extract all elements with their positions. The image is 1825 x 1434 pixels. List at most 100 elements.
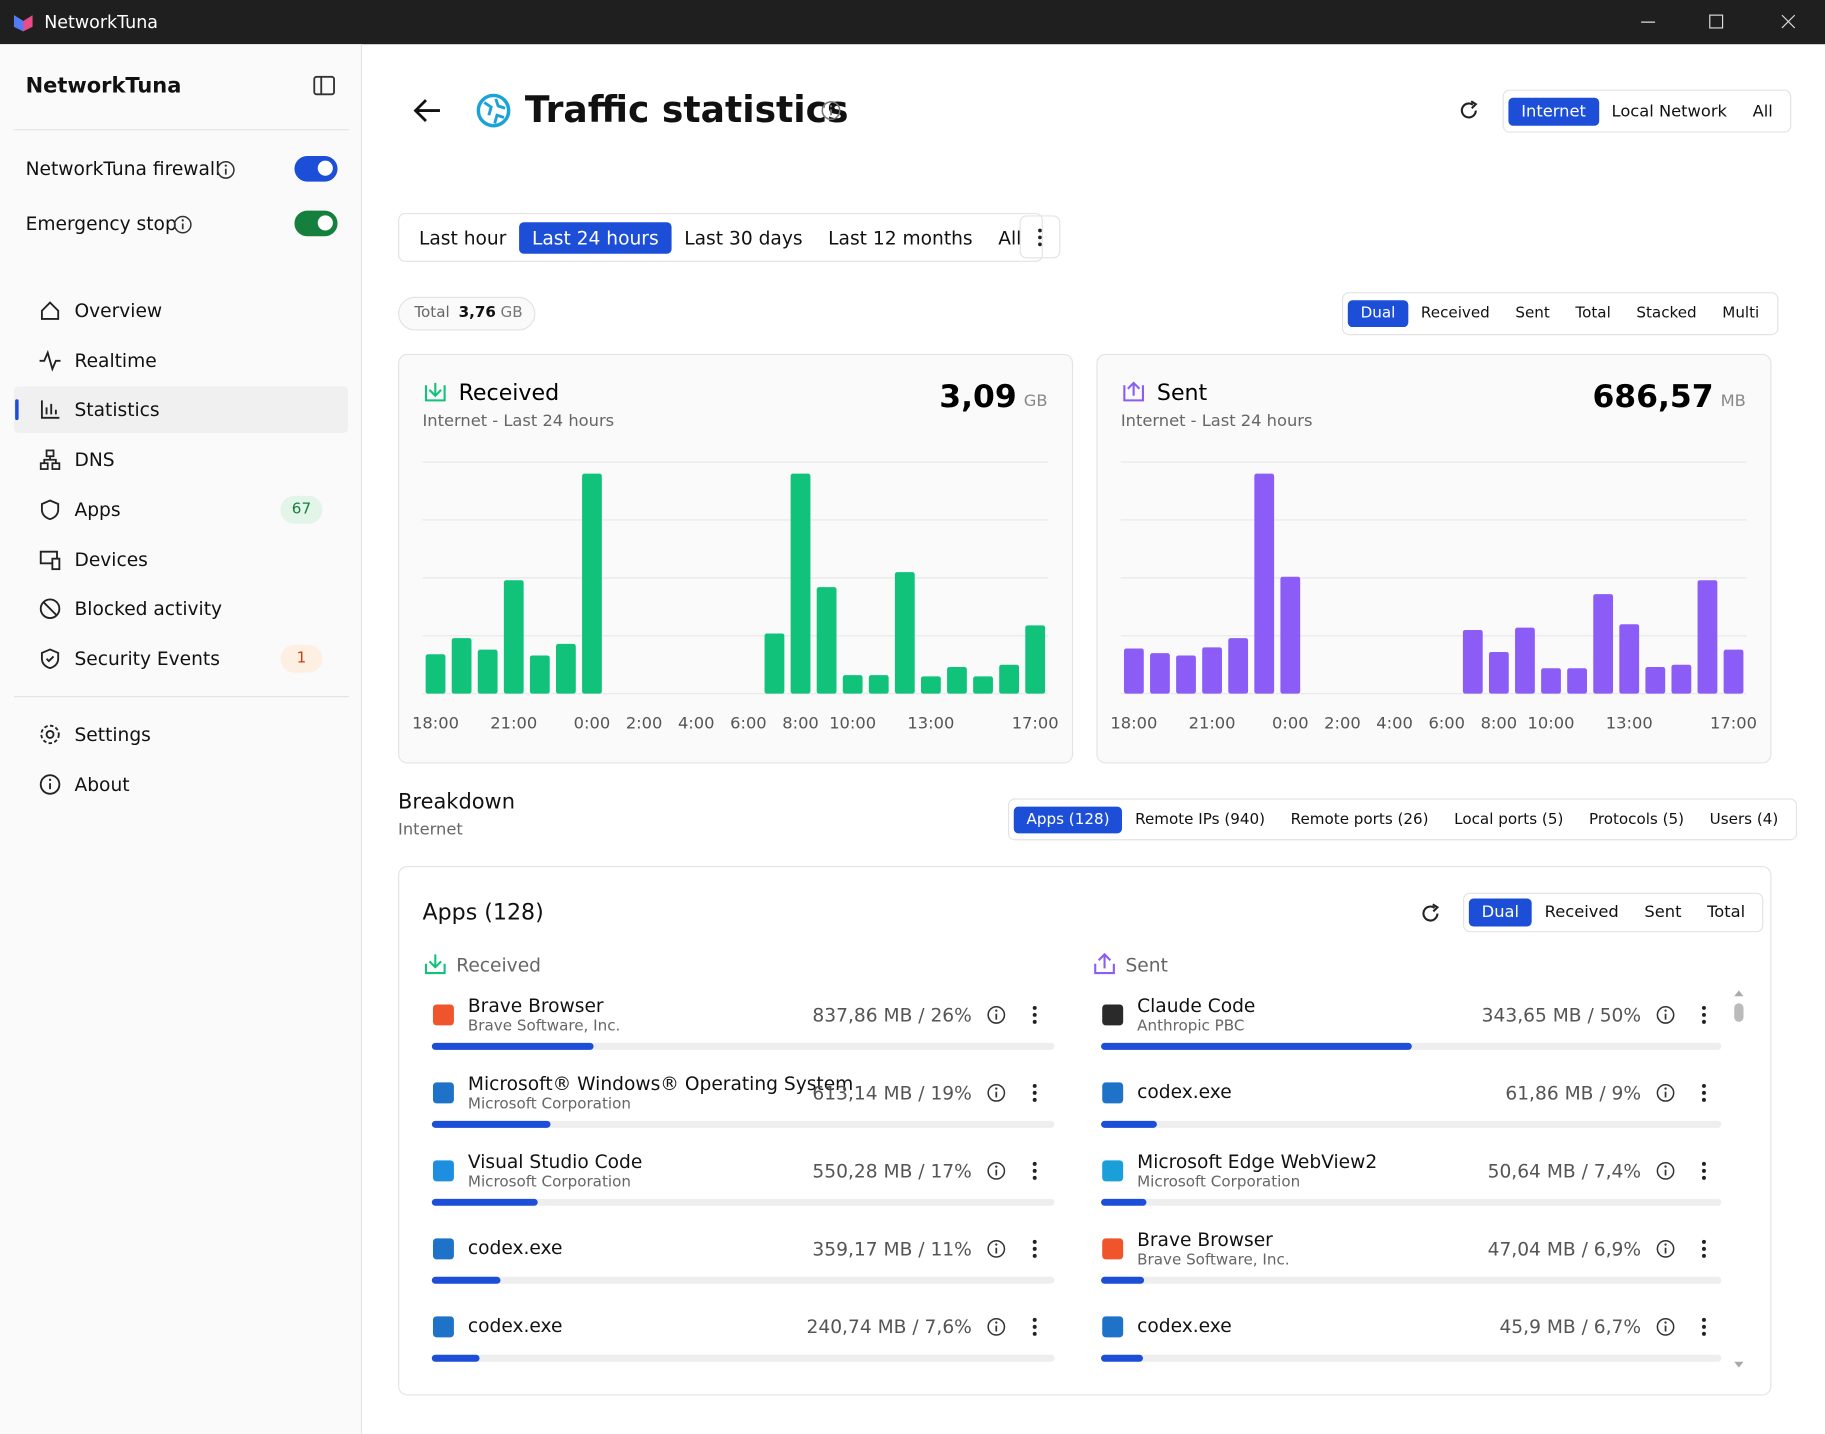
tab[interactable]: Apps (128) (1013, 806, 1123, 833)
progress-track (431, 1198, 1055, 1206)
more-button[interactable] (1030, 1082, 1039, 1103)
info-icon[interactable] (986, 1238, 1007, 1259)
nav-item[interactable]: Apps (74, 498, 121, 521)
app-name: codex.exe (467, 1314, 563, 1337)
collapse-button[interactable] (313, 75, 336, 97)
breakdown-title: Breakdown (398, 789, 515, 815)
tab[interactable]: Last 12 months (828, 226, 973, 249)
info-icon[interactable] (986, 1004, 1007, 1025)
info-icon[interactable] (1655, 1160, 1676, 1181)
app-icon (432, 1316, 454, 1338)
scrollbar[interactable] (1730, 987, 1749, 1371)
app-icon (1102, 1316, 1124, 1338)
nav-item[interactable]: DNS (74, 448, 115, 471)
more-button[interactable] (1030, 1238, 1039, 1259)
info-icon[interactable] (1655, 1238, 1676, 1259)
nav-item[interactable]: Overview (74, 299, 163, 322)
chart-card (1096, 353, 1772, 764)
nav-item[interactable]: Security Events (74, 647, 220, 670)
bar (1462, 629, 1483, 694)
tab[interactable]: Sent (1515, 304, 1550, 323)
nav-icon (39, 598, 61, 620)
info-icon[interactable] (1655, 1004, 1676, 1025)
info-icon[interactable] (172, 214, 193, 235)
tab[interactable]: Remote ports (26) (1290, 810, 1429, 829)
info-icon[interactable] (821, 100, 842, 121)
tab[interactable]: Last 24 hours (519, 221, 672, 254)
x-tick-label: 13:00 (1606, 713, 1653, 732)
tab[interactable]: Total (1575, 304, 1611, 323)
refresh-button[interactable] (1457, 99, 1480, 122)
list-title: Received (456, 953, 541, 976)
tab[interactable]: Received (1544, 903, 1619, 922)
progress-track (1101, 1198, 1722, 1206)
refresh-button[interactable] (1419, 902, 1442, 925)
nav-item[interactable]: Statistics (74, 399, 160, 422)
tab[interactable]: Received (1420, 304, 1490, 323)
range-tabs: Last hour Last 24 hours Last 30 days Last 1… (398, 212, 1043, 262)
tab[interactable]: All (1752, 101, 1773, 121)
tab[interactable]: Last 30 days (684, 226, 803, 249)
info-icon[interactable] (215, 159, 236, 180)
more-button[interactable] (1699, 1238, 1708, 1259)
app-traffic: 61,86 MB / 9% (1505, 1081, 1642, 1104)
tab[interactable]: Dual (1468, 898, 1532, 927)
progress-track (431, 1276, 1055, 1284)
bar (764, 633, 785, 694)
chart-subtitle: Internet - Last 24 hours (1121, 411, 1313, 430)
more-button[interactable] (1019, 215, 1061, 259)
window-controls[interactable] (1629, 9, 1804, 35)
info-icon[interactable] (986, 1082, 1007, 1103)
app-traffic: 359,17 MB / 11% (812, 1237, 972, 1260)
tab[interactable]: Sent (1644, 903, 1682, 922)
tab[interactable]: Internet (1508, 97, 1599, 126)
tab[interactable]: Protocols (5) (1588, 810, 1685, 829)
nav-item[interactable]: Settings (74, 723, 151, 746)
tab[interactable]: Remote IPs (940) (1135, 810, 1266, 829)
app-traffic: 47,04 MB / 6,9% (1487, 1237, 1642, 1260)
back-button[interactable] (412, 97, 442, 125)
nav-item[interactable]: Devices (74, 548, 148, 571)
toggle-switch[interactable] (294, 155, 338, 182)
more-button[interactable] (1699, 1082, 1708, 1103)
info-icon[interactable] (986, 1160, 1007, 1181)
info-icon[interactable] (986, 1316, 1007, 1337)
nav-item[interactable]: Blocked activity (74, 597, 223, 620)
tab[interactable]: Users (4) (1709, 810, 1779, 829)
tab[interactable]: Total (1707, 903, 1746, 922)
tab[interactable]: All (998, 226, 1022, 249)
toggle-switch[interactable] (294, 210, 338, 236)
app-icon (432, 1082, 454, 1104)
bar (790, 473, 811, 694)
bar (1515, 627, 1535, 694)
tab[interactable]: Local ports (5) (1454, 810, 1564, 829)
tab[interactable]: Last hour (419, 226, 507, 249)
more-button[interactable] (1030, 1004, 1039, 1025)
progress-bar (1101, 1354, 1143, 1362)
separator (13, 696, 350, 698)
progress-bar (431, 1042, 594, 1050)
tab[interactable]: Dual (1347, 300, 1409, 328)
x-tick-label: 21:00 (1189, 713, 1236, 732)
more-button[interactable] (1699, 1160, 1708, 1181)
sidebar (0, 44, 362, 1434)
app-name: Microsoft® Windows® Operating System (467, 1072, 854, 1095)
more-button[interactable] (1030, 1160, 1039, 1181)
nav-icon (40, 724, 60, 745)
more-button[interactable] (1030, 1316, 1039, 1337)
nav-item[interactable]: Realtime (74, 349, 157, 372)
more-button[interactable] (1699, 1316, 1708, 1337)
app-vendor: Anthropic PBC (1137, 1017, 1245, 1036)
app-name: Claude Code (1137, 994, 1256, 1017)
x-tick-label: 10:00 (1528, 713, 1575, 732)
info-icon[interactable] (1655, 1082, 1676, 1103)
more-button[interactable] (1699, 1004, 1708, 1025)
info-icon[interactable] (1655, 1316, 1676, 1337)
nav-item[interactable]: About (74, 773, 130, 796)
tab[interactable]: Multi (1722, 304, 1760, 323)
tab[interactable]: Local Network (1611, 101, 1727, 121)
tab[interactable]: Stacked (1636, 304, 1697, 323)
total-pill (398, 296, 536, 331)
app-name: Visual Studio Code (467, 1150, 643, 1173)
